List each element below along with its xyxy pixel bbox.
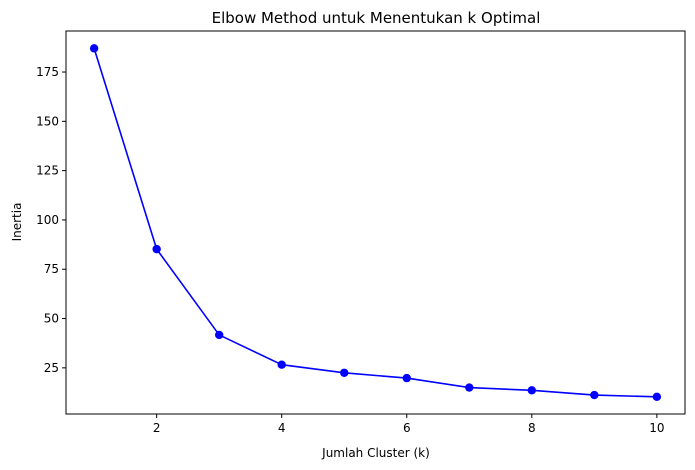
data-point	[527, 386, 537, 395]
x-tick-label: 2	[153, 421, 161, 435]
data-point	[590, 390, 599, 400]
data-point	[652, 392, 662, 402]
y-tick-label: 125	[36, 164, 59, 178]
chart-title: Elbow Method untuk Menentukan k Optimal	[212, 9, 541, 27]
x-axis-label: Jumlah Cluster (k)	[321, 446, 430, 460]
data-point	[340, 368, 349, 377]
y-tick-label: 175	[36, 65, 59, 79]
data-point	[89, 44, 99, 53]
data-point	[214, 330, 224, 340]
y-axis-label: Inertia	[10, 203, 24, 242]
data-point	[402, 373, 411, 383]
x-tick-label: 8	[528, 421, 536, 435]
y-tick-label: 25	[44, 361, 59, 375]
plot-area: 2 4 6 8 10 25 50 75 100 125 150 175	[36, 44, 665, 435]
x-tick-label: 10	[649, 421, 664, 435]
x-tick-label: 6	[403, 421, 411, 435]
data-point	[152, 244, 161, 254]
data-point	[277, 360, 286, 369]
data-point	[465, 383, 474, 392]
plot-frame	[65, 30, 686, 415]
y-tick-label: 150	[36, 114, 59, 128]
y-tick-label: 75	[44, 262, 59, 276]
y-tick-label: 100	[36, 213, 59, 227]
series-line	[93, 48, 657, 398]
y-tick-label: 50	[44, 312, 59, 326]
x-tick-label: 4	[278, 421, 286, 435]
